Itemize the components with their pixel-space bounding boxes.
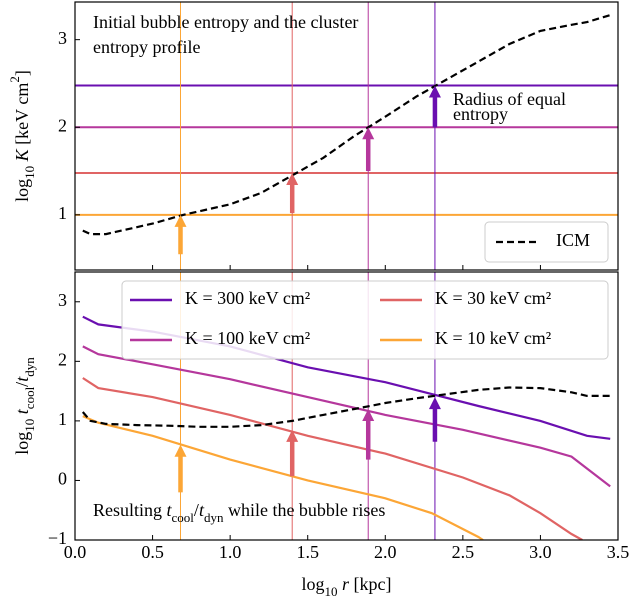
arrow (174, 214, 187, 255)
arrow-head (174, 444, 187, 457)
plot-frame (74, 271, 619, 541)
annotation: Initial bubble entropy and the cluster (93, 12, 358, 32)
text-part: dyn (22, 357, 37, 377)
x-axis-label: log10 r [kpc] (301, 574, 391, 599)
text-part: K (12, 148, 32, 162)
arrow-head (362, 127, 375, 140)
y-tick-label: 0 (58, 469, 67, 489)
text-part: log (12, 179, 32, 202)
legend-label: K = 100 keV cm² (185, 328, 310, 348)
legend-box (121, 280, 609, 360)
legend-box (484, 221, 609, 263)
annotation: entropy profile (93, 37, 200, 57)
series-line (82, 345, 611, 488)
plot-frame (74, 1, 619, 271)
annotation: Resulting tcool/tdyn while the bubble ri… (93, 500, 385, 525)
text-part: 10 (22, 419, 37, 432)
x-tick-label: 0.5 (141, 542, 164, 562)
y-axis-label: log10 tcool/tdyn (12, 357, 37, 455)
text-part: Resulting (93, 500, 167, 520)
arrow (286, 173, 299, 214)
y-tick-label: −1 (48, 528, 67, 548)
arrow (428, 85, 441, 128)
annotation: Radius of equal (453, 89, 566, 109)
annotation: entropy (453, 104, 508, 124)
x-tick-label: 3.5 (607, 542, 630, 562)
arrow-head (428, 397, 441, 410)
y-tick-label: 1 (58, 409, 67, 429)
y-tick-label: 2 (58, 115, 67, 135)
series-line (82, 14, 611, 236)
text-part: 10 (325, 584, 338, 599)
arrow-head (286, 173, 299, 186)
arrow (286, 429, 299, 477)
text-part: r (342, 574, 350, 594)
text-part: t (167, 500, 173, 520)
text-part: while the bubble rises (223, 500, 385, 520)
legend-label: K = 300 keV cm² (185, 288, 310, 308)
text-part: / (12, 382, 32, 387)
legend-label: K = 30 keV cm² (435, 288, 551, 308)
arrow-head (286, 429, 299, 442)
text-part: [keV cm (12, 83, 32, 150)
text-part: log (12, 432, 32, 455)
text-part: 10 (22, 166, 37, 179)
y-tick-label: 2 (58, 349, 67, 369)
text-part: t (199, 500, 205, 520)
text-part: cool (22, 386, 37, 409)
series-line (82, 415, 484, 540)
x-tick-label: 3.0 (529, 542, 552, 562)
text-part: t (12, 376, 32, 382)
arrow (428, 397, 441, 442)
y-tick-label: 3 (58, 28, 67, 48)
plot (75, 2, 618, 270)
x-tick-label: 1.0 (219, 542, 242, 562)
text-part: log (301, 574, 324, 594)
arrow (362, 127, 375, 172)
text-part: / (194, 500, 199, 520)
x-tick-label: 2.5 (452, 542, 475, 562)
arrow (174, 444, 187, 493)
y-tick-label: 3 (58, 290, 67, 310)
arrow-head (362, 408, 375, 421)
y-axis-label: log10 K [keV cm2] (7, 70, 37, 202)
x-tick-label: 2.0 (374, 542, 397, 562)
series-line (82, 377, 583, 540)
x-tick-label: 0.0 (64, 542, 87, 562)
text-part: dyn (204, 510, 224, 525)
arrow-head (428, 85, 441, 98)
text-part: 2 (7, 76, 22, 83)
text-part: cool (172, 510, 195, 525)
series-line (81, 386, 611, 428)
arrow (362, 408, 375, 460)
legend-label: ICM (556, 230, 590, 250)
y-tick-label: 1 (58, 203, 67, 223)
text-part: [kpc] (349, 574, 391, 594)
legend-label: K = 10 keV cm² (435, 328, 551, 348)
text-part: ] (12, 70, 32, 76)
arrow-head (174, 214, 187, 227)
text-part: t (12, 408, 32, 414)
x-tick-label: 1.5 (296, 542, 319, 562)
